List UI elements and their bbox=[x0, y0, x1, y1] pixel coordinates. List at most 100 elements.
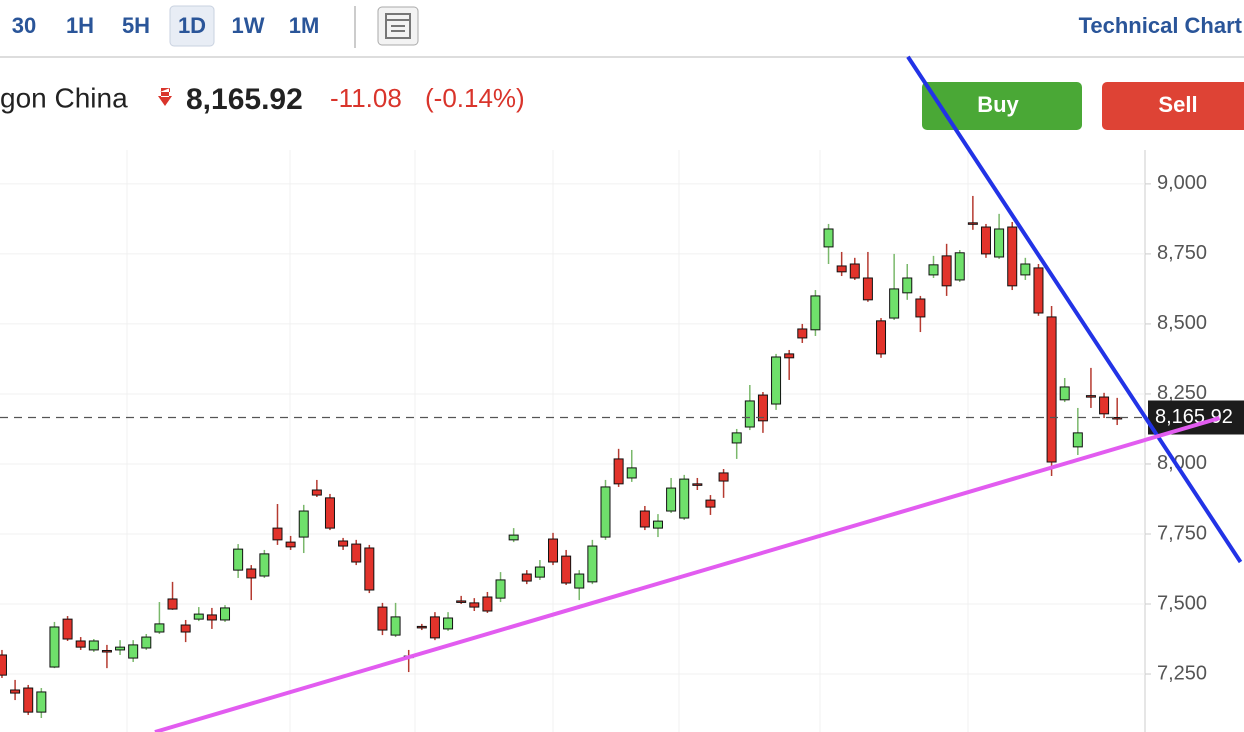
candle-body bbox=[902, 277, 913, 294]
candle-body bbox=[508, 534, 519, 541]
interval-button[interactable]: 1M bbox=[289, 13, 320, 38]
candle-body bbox=[338, 540, 349, 547]
candle-body bbox=[862, 277, 873, 301]
candle-body bbox=[10, 689, 21, 694]
candle-body bbox=[757, 394, 768, 422]
interval-button[interactable]: 1D bbox=[178, 13, 206, 38]
interval-button[interactable]: 5H bbox=[122, 13, 150, 38]
candle-body bbox=[600, 486, 611, 538]
candle-body bbox=[456, 600, 467, 603]
candle-body bbox=[311, 489, 322, 496]
trendline bbox=[906, 55, 1243, 564]
last-price-tag-label: 8,165.92 bbox=[1155, 406, 1233, 428]
candle-body bbox=[915, 298, 926, 318]
candle-body bbox=[233, 548, 244, 571]
last-price: 8,165.92 bbox=[186, 83, 303, 116]
candle-body bbox=[220, 607, 231, 621]
candle-body bbox=[639, 510, 650, 528]
candle-body bbox=[1112, 416, 1123, 420]
candle-body bbox=[49, 626, 60, 668]
price-change-percent: (-0.14%) bbox=[425, 83, 525, 113]
price-change: -11.08 bbox=[330, 83, 402, 113]
candle-body bbox=[784, 353, 795, 359]
y-tick-label: 7,250 bbox=[1157, 662, 1207, 684]
candle-body bbox=[718, 472, 729, 482]
candle-body bbox=[469, 602, 480, 608]
candle-body bbox=[666, 487, 677, 512]
y-tick-label: 7,500 bbox=[1157, 592, 1207, 614]
candle-body bbox=[587, 545, 598, 583]
candle-body bbox=[154, 623, 165, 633]
time-grid bbox=[126, 150, 969, 732]
candle-body bbox=[941, 255, 952, 287]
candle-body bbox=[88, 640, 99, 651]
y-tick-label: 7,750 bbox=[1157, 522, 1207, 544]
interval-button[interactable]: 1W bbox=[232, 13, 265, 38]
candle-body bbox=[75, 640, 86, 648]
candle-body bbox=[823, 228, 834, 248]
candle-body bbox=[849, 263, 860, 279]
candle-body bbox=[377, 606, 388, 631]
buy-button[interactable] bbox=[922, 82, 1082, 130]
plot: 7,2507,5007,7508,0008,2508,5008,7509,000… bbox=[0, 55, 1244, 732]
candle-body bbox=[1072, 432, 1083, 448]
candle-body bbox=[364, 547, 375, 591]
candle-body bbox=[889, 288, 900, 319]
candle-body bbox=[876, 320, 887, 355]
candle-body bbox=[246, 568, 257, 579]
candle-body bbox=[0, 654, 7, 676]
candle-body bbox=[36, 691, 47, 713]
candle-body bbox=[731, 432, 742, 444]
candle-body bbox=[928, 264, 939, 276]
toolbar-title[interactable]: Technical Chart bbox=[1079, 13, 1243, 38]
candle-body bbox=[1085, 395, 1096, 398]
candle-body bbox=[206, 614, 217, 621]
candle-body bbox=[1033, 267, 1044, 314]
candle-body bbox=[495, 579, 506, 599]
toolbar: 30 1H 5H 1D 1W 1M Technical Chart bbox=[0, 5, 1244, 58]
candle-body bbox=[1020, 263, 1031, 276]
quote-header: gon China 8,165.92 -11.08 (-0.14%) Buy S… bbox=[0, 82, 1244, 130]
candle-body bbox=[23, 687, 34, 713]
candle-body bbox=[285, 541, 296, 548]
candle-body bbox=[574, 573, 585, 589]
candle-body bbox=[390, 616, 401, 636]
candle-body bbox=[115, 646, 126, 651]
y-tick-label: 8,750 bbox=[1157, 242, 1207, 264]
candle-body bbox=[613, 458, 624, 485]
layout-icon[interactable] bbox=[377, 6, 419, 46]
candle-body bbox=[101, 649, 112, 653]
candle-body bbox=[521, 573, 532, 582]
candle-body bbox=[548, 538, 559, 563]
interval-button[interactable]: 30 bbox=[12, 13, 36, 38]
candle-body bbox=[771, 356, 782, 405]
buy-label[interactable]: Buy bbox=[977, 92, 1019, 117]
sell-label[interactable]: Sell bbox=[1158, 92, 1197, 117]
candle-body bbox=[259, 553, 270, 577]
y-tick-label: 8,250 bbox=[1157, 382, 1207, 404]
selected-interval-bg bbox=[169, 5, 215, 47]
interval-button[interactable]: 1H bbox=[66, 13, 94, 38]
candle-body bbox=[744, 400, 755, 428]
candle-body bbox=[443, 617, 454, 630]
candle-body bbox=[1046, 316, 1057, 463]
y-tick-label: 9,000 bbox=[1157, 172, 1207, 194]
down-arrow bbox=[158, 88, 172, 106]
candle-body bbox=[980, 226, 991, 255]
sell-button[interactable] bbox=[1102, 82, 1244, 130]
candle-body bbox=[141, 636, 152, 649]
trendline bbox=[154, 416, 1221, 732]
candle-body bbox=[167, 598, 178, 610]
candle-body bbox=[193, 613, 204, 620]
candle-body bbox=[1059, 386, 1070, 401]
candle-body bbox=[62, 618, 73, 640]
last-price-tag bbox=[1148, 400, 1244, 435]
candle-body bbox=[128, 644, 139, 659]
candle-body bbox=[692, 483, 703, 486]
candle-body bbox=[810, 295, 821, 331]
candle-body bbox=[534, 566, 545, 578]
candle-body bbox=[836, 265, 847, 273]
candle-body bbox=[429, 616, 440, 639]
candle-body bbox=[561, 555, 572, 584]
